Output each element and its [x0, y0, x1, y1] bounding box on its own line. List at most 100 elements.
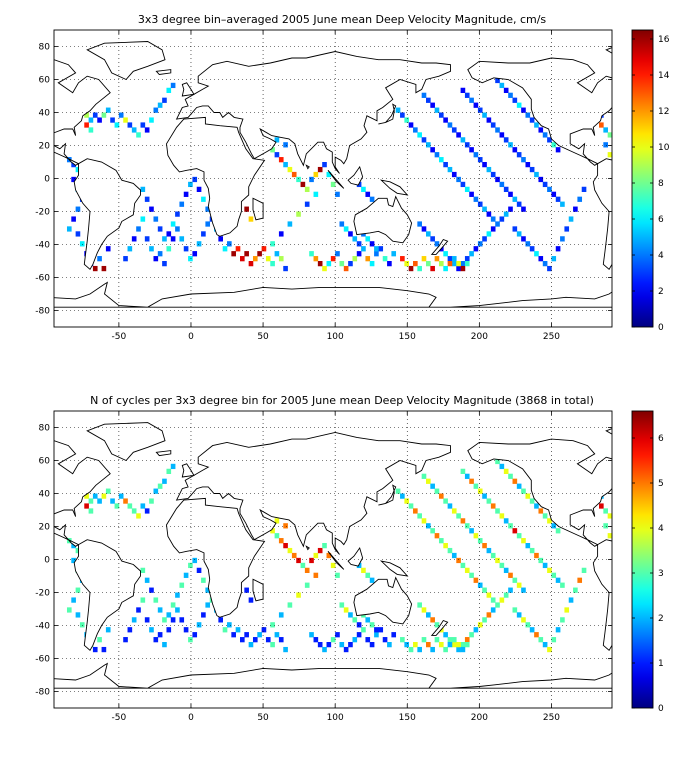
continent-outline: [686, 498, 696, 617]
heatmap-cell: [131, 508, 137, 514]
heatmap-cell: [105, 107, 111, 113]
heatmap-cell: [464, 261, 470, 267]
heatmap-cell: [577, 196, 583, 202]
heatmap-cell: [92, 493, 98, 499]
heatmap-cell: [607, 152, 612, 158]
heatmap-cell: [534, 632, 539, 638]
heatmap-cell: [573, 587, 578, 593]
heatmap-cell: [400, 256, 405, 262]
heatmap-cell: [369, 196, 375, 202]
heatmap-cell: [335, 191, 340, 197]
colorbar-tick-label: 16: [658, 35, 670, 45]
heatmap-cell: [490, 122, 496, 128]
x-tick-label: 0: [188, 713, 194, 723]
heatmap-cell: [330, 181, 336, 188]
heatmap-cell: [516, 582, 522, 588]
heatmap-cell: [547, 186, 552, 192]
heatmap-cell: [339, 642, 345, 648]
heatmap-cell: [542, 261, 548, 267]
continent-outline: [252, 197, 264, 221]
heatmap-cell: [408, 646, 414, 653]
heatmap-cell: [438, 493, 444, 499]
heatmap-cell: [408, 122, 414, 128]
heatmap-cell: [555, 627, 561, 633]
heatmap-cell: [443, 265, 448, 272]
heatmap-cell: [153, 597, 159, 603]
heatmap-cell: [309, 557, 314, 564]
heatmap-cell: [525, 241, 531, 247]
heatmap-cell: [521, 107, 526, 113]
heatmap-cell: [149, 117, 154, 123]
heatmap-cell: [114, 122, 120, 128]
heatmap-cell: [434, 107, 440, 113]
heatmap-cell: [490, 503, 496, 509]
heatmap-cell: [270, 528, 275, 534]
heatmap-cell: [603, 127, 608, 133]
continent-outline: [353, 576, 413, 625]
heatmap-cell: [274, 251, 280, 257]
heatmap-cell: [473, 196, 479, 202]
heatmap-cell: [443, 251, 448, 257]
heatmap-cell: [495, 77, 500, 84]
heatmap-cell: [451, 171, 457, 178]
heatmap-cell: [547, 518, 552, 524]
heatmap-cell: [503, 567, 509, 573]
heatmap-cell: [430, 102, 435, 108]
heatmap-cell: [451, 127, 457, 133]
heatmap-cell: [490, 226, 496, 232]
heatmap-cell: [326, 171, 332, 178]
heatmap-cell: [144, 236, 150, 242]
heatmap-cell: [456, 265, 461, 272]
heatmap-cell: [335, 632, 340, 638]
heatmap-cell: [326, 642, 332, 648]
heatmap-cell: [499, 562, 505, 569]
heatmap-cell: [486, 231, 492, 237]
heatmap-cell: [326, 552, 332, 559]
heatmap-cell: [317, 547, 323, 554]
heatmap-cell: [426, 261, 431, 267]
heatmap-cell: [278, 231, 284, 237]
cycles-chart-title: N of cycles per 3x3 degree bin for 2005 …: [90, 394, 594, 407]
heatmap-cell: [447, 637, 453, 643]
heatmap-cell: [84, 503, 89, 509]
y-tick-label: 0: [44, 556, 50, 566]
heatmap-cell: [426, 97, 431, 103]
heatmap-cell: [291, 171, 297, 178]
heatmap-cell: [499, 463, 505, 470]
heatmap-cell: [170, 602, 176, 608]
heatmap-cell: [413, 642, 418, 648]
heatmap-cell: [395, 488, 401, 494]
colorbar-gradient: [631, 29, 654, 328]
heatmap-cell: [88, 508, 94, 514]
heatmap-cell: [330, 256, 336, 262]
heatmap-cell: [170, 463, 176, 470]
heatmap-cell: [170, 82, 176, 89]
heatmap-cell: [529, 498, 535, 504]
heatmap-cell: [599, 503, 604, 509]
heatmap-cell: [521, 617, 526, 623]
heatmap-cell: [136, 607, 141, 613]
continent-outline: [450, 672, 612, 689]
heatmap-cell: [97, 637, 102, 643]
heatmap-cell: [460, 137, 466, 143]
heatmap-cell: [157, 251, 163, 257]
heatmap-cell: [356, 241, 362, 247]
heatmap-cell: [170, 221, 176, 227]
heatmap-cell: [438, 112, 444, 118]
continent-outline: [73, 539, 141, 651]
heatmap-cell: [607, 513, 612, 519]
heatmap-cell: [71, 162, 76, 168]
heatmap-cell: [495, 508, 500, 514]
heatmap-cell: [503, 87, 509, 93]
heatmap-cell: [157, 102, 163, 108]
heatmap-cell: [503, 468, 509, 474]
heatmap-cell: [257, 632, 262, 638]
heatmap-cell: [101, 265, 107, 272]
colorbar-gradient: [631, 410, 654, 709]
heatmap-cell: [166, 612, 172, 618]
heatmap-cell: [495, 602, 500, 608]
continent-outline: [181, 463, 195, 478]
continent-outline: [86, 422, 166, 462]
heatmap-cell: [123, 256, 128, 262]
heatmap-cell: [482, 587, 487, 593]
